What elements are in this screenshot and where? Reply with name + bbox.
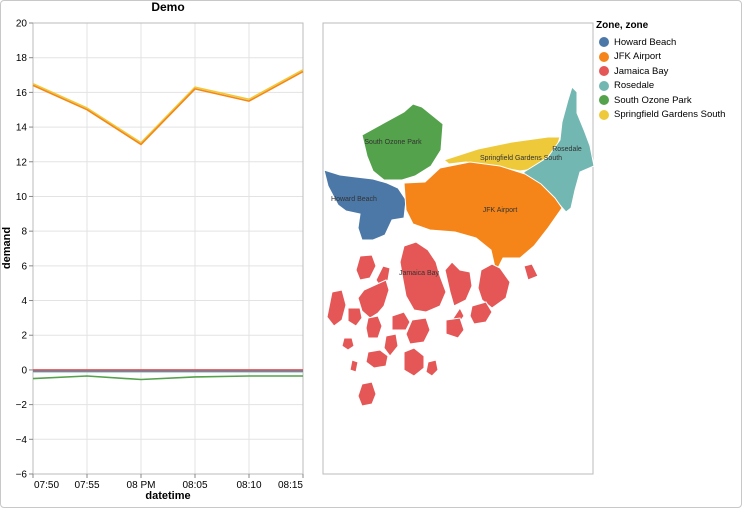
y-tick-label: 14 — [16, 123, 28, 134]
y-tick-label: 12 — [16, 157, 28, 168]
legend-swatch — [599, 51, 609, 62]
legend-title: Zone, zone — [596, 20, 649, 31]
series-line-springfield-gardens-south — [32, 69, 304, 144]
legend-items: Howard Beach JFK Airport Jamaica Bay Roseda… — [596, 35, 742, 122]
x-tick-label: 08:10 — [236, 480, 261, 491]
y-tick-label: 0 — [21, 365, 27, 376]
series-line-jfk-airport — [32, 70, 304, 146]
y-tick-label: 6 — [21, 261, 27, 272]
zone-shape-jfk-airport — [403, 161, 563, 274]
y-tick-label: 18 — [16, 53, 28, 64]
legend: Zone, zone Howard Beach JFK Airport Jamaic… — [596, 20, 742, 122]
zone-label-springfield-gardens-south: Springfield Gardens South — [480, 155, 562, 162]
y-tick-label: 20 — [16, 19, 28, 30]
legend-label: Howard Beach — [614, 36, 677, 48]
x-tick-label: 08:15 — [278, 480, 303, 491]
y-tick-label: 16 — [16, 88, 28, 99]
legend-swatch — [599, 95, 609, 106]
y-tick-label: −4 — [16, 435, 28, 446]
y-tick-label: 2 — [21, 331, 27, 342]
y-tick-label: 4 — [21, 296, 27, 307]
zone-map — [323, 86, 595, 407]
zone-shape-howard-beach — [323, 169, 407, 241]
zone-label-jamaica-bay: Jamaica Bay — [399, 270, 440, 277]
x-axis-title: datetime — [145, 490, 190, 502]
legend-item[interactable]: Springfield Gardens South — [596, 108, 742, 123]
legend-item[interactable]: Rosedale — [596, 79, 742, 94]
series-lines — [32, 69, 304, 381]
zone-label-rosedale: Rosedale — [552, 146, 582, 153]
legend-item[interactable]: Howard Beach — [596, 35, 742, 50]
y-tick-label: −2 — [16, 400, 28, 411]
legend-swatch — [599, 66, 609, 77]
legend-label: Jamaica Bay — [614, 65, 669, 77]
legend-item[interactable]: JFK Airport — [596, 50, 742, 65]
x-axis: 07:50 07:55 08 PM 08:05 08:10 08:15 — [32, 474, 304, 491]
chart-title: Demo — [151, 0, 184, 14]
gridlines — [32, 22, 304, 475]
y-tick-label: 8 — [21, 227, 27, 238]
x-tick-label: 07:55 — [74, 480, 99, 491]
y-tick-label: 10 — [16, 192, 28, 203]
legend-swatch — [599, 37, 609, 48]
x-tick-label: 08:05 — [182, 480, 207, 491]
legend-item[interactable]: South Ozone Park — [596, 93, 742, 108]
series-line-south-ozone-park — [32, 375, 303, 381]
legend-swatch — [599, 80, 609, 91]
legend-swatch — [599, 109, 609, 120]
legend-label: JFK Airport — [614, 51, 661, 63]
zone-labels: South Ozone Park Springfield Gardens Sou… — [331, 139, 582, 277]
zone-label-jfk-airport: JFK Airport — [483, 207, 518, 214]
y-tick-label: −6 — [16, 470, 28, 481]
zone-shape-jamaica-bay — [326, 241, 539, 407]
map-panel-border — [322, 22, 594, 475]
x-tick-label: 07:50 — [34, 480, 59, 491]
plot-area-border — [32, 22, 304, 475]
legend-label: Springfield Gardens South — [614, 109, 726, 121]
zone-shape-south-ozone-park — [361, 103, 444, 181]
zone-label-south-ozone-park: South Ozone Park — [364, 139, 422, 146]
legend-item[interactable]: Jamaica Bay — [596, 64, 742, 79]
legend-label: Rosedale — [614, 80, 655, 92]
x-tick-label: 08 PM — [127, 480, 156, 491]
y-axis-title: demand — [1, 227, 13, 269]
legend-label: South Ozone Park — [614, 94, 692, 106]
zone-label-howard-beach: Howard Beach — [331, 196, 377, 203]
y-axis: −6 −4 −2 0 2 4 6 8 10 12 14 16 18 20 — [16, 19, 33, 481]
